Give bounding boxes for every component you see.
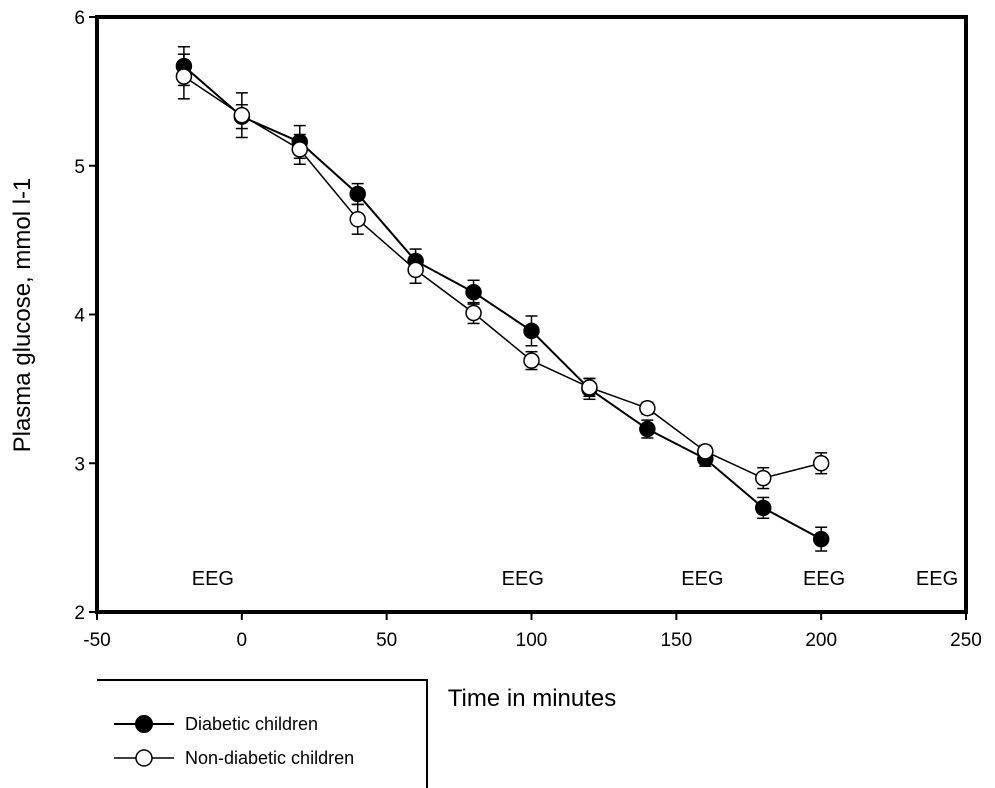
series-1	[175, 53, 830, 490]
x-tick-label-5: 200	[805, 630, 837, 651]
x-tick-label-6: 250	[950, 630, 982, 651]
data-point-1-3	[349, 211, 366, 228]
series-line-1	[183, 75, 822, 479]
legend: Diabetic children Non-diabetic children	[97, 679, 428, 788]
legend-marker-nondiabetic	[135, 749, 153, 767]
x-tick-label-1: 0	[237, 630, 248, 651]
y-axis-label: Plasma glucose, mmol l-1	[9, 178, 36, 453]
series-line-0	[183, 65, 822, 540]
legend-marker-diabetic	[135, 715, 153, 733]
annotation-eeg-1: EEG	[502, 568, 544, 590]
data-point-0-10	[754, 499, 772, 517]
x-axis-label: Time in minutes	[448, 685, 617, 712]
data-point-0-5	[465, 283, 482, 301]
legend-label-nondiabetic: Non-diabetic children	[185, 748, 354, 768]
data-point-1-11	[812, 455, 830, 472]
x-axis: -50 0 50 100 150 200 250	[83, 612, 982, 651]
x-tick-label-2: 50	[376, 630, 397, 651]
y-tick-label-3: 5	[74, 157, 85, 178]
data-point-0-6	[523, 322, 540, 340]
data-point-1-10	[754, 469, 772, 487]
y-tick-label-2: 4	[74, 306, 85, 327]
data-point-0-11	[812, 530, 830, 548]
series-layer	[175, 46, 830, 552]
data-point-1-1	[233, 106, 251, 124]
annotation-eeg-2: EEG	[681, 568, 723, 590]
legend-border	[97, 679, 428, 788]
series-0	[175, 46, 830, 552]
annotation-eeg-3: EEG	[803, 568, 845, 590]
data-point-0-8	[639, 420, 656, 438]
data-point-1-9	[697, 443, 714, 460]
y-tick-label-1: 3	[74, 454, 85, 475]
x-tick-label-4: 150	[660, 630, 692, 651]
data-point-1-7	[581, 379, 598, 396]
x-tick-label-3: 100	[516, 630, 548, 651]
y-tick-label-0: 2	[74, 603, 85, 624]
legend-label-diabetic: Diabetic children	[185, 714, 318, 734]
annotation-eeg-0: EEG	[192, 568, 234, 590]
data-point-1-2	[291, 141, 309, 158]
annotations: EEG EEG EEG EEG EEG	[192, 568, 958, 590]
annotation-eeg-4: EEG	[916, 568, 958, 590]
data-point-0-3	[349, 185, 366, 203]
y-tick-label-4: 6	[74, 8, 85, 29]
x-tick-label-0: -50	[83, 630, 110, 651]
data-point-1-5	[465, 304, 482, 322]
data-point-1-0	[175, 68, 193, 85]
y-axis: 2 3 4 5 6	[74, 8, 97, 624]
data-point-1-8	[639, 399, 656, 417]
data-point-1-6	[523, 352, 540, 369]
data-point-1-4	[407, 261, 424, 279]
